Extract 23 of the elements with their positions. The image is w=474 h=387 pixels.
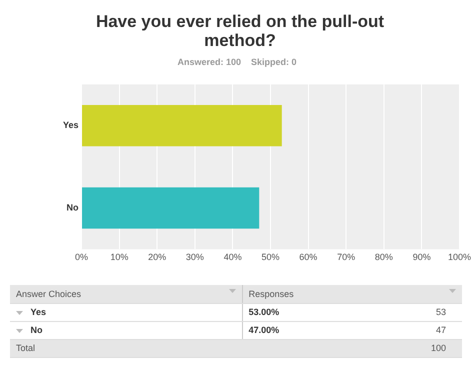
- category-label: No: [30, 325, 42, 335]
- x-tick-label: 50%: [261, 252, 280, 262]
- text: Total: [10, 339, 360, 357]
- chart-subtitle: Answered: 100 Skipped: 0: [176, 57, 298, 67]
- text: Answer Choices: [10, 285, 242, 303]
- x-tick-label: 100%: [448, 252, 472, 262]
- x-tick-label: 90%: [412, 252, 431, 262]
- x-tick-label: 10%: [110, 252, 128, 262]
- x-tick-label: 30%: [186, 252, 204, 262]
- chart-title: Have you ever relied on the pull-out method?: [94, 12, 386, 50]
- x-tick-label: 70%: [337, 252, 356, 262]
- text: 100: [360, 339, 462, 357]
- text: 53: [360, 303, 462, 321]
- x-tick-label: 0%: [75, 252, 88, 262]
- text: 53.00%: [242, 303, 360, 321]
- x-tick-label: 40%: [224, 252, 242, 262]
- x-tick-label: 20%: [148, 252, 166, 262]
- text: Responses: [242, 285, 462, 303]
- text: 47: [360, 321, 462, 339]
- category-label: Yes: [30, 307, 46, 317]
- text: 47.00%: [242, 321, 360, 339]
- x-tick-label: 80%: [374, 252, 393, 262]
- x-tick-label: 60%: [299, 252, 318, 262]
